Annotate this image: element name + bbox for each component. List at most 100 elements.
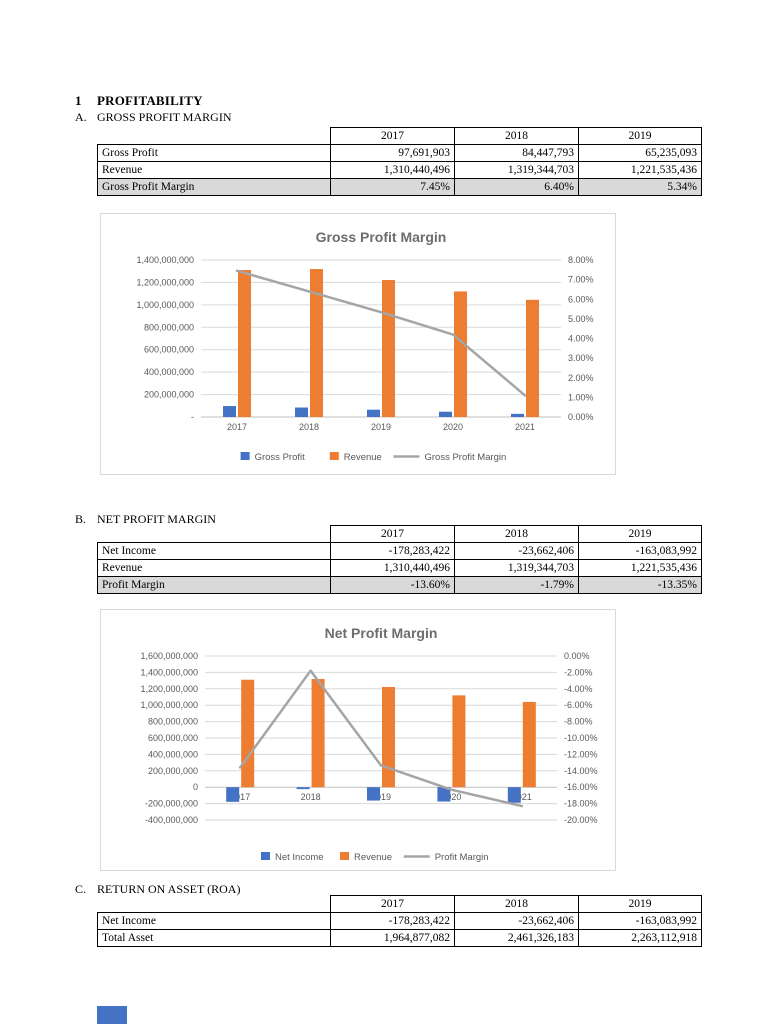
bar-gross-profit (511, 413, 524, 417)
right-axis-tick-label: 0.00% (568, 412, 594, 422)
year-header: 2017 (330, 127, 455, 145)
right-axis-tick-label: 1.00% (568, 392, 594, 402)
net-profit-margin-chart-canvas: -400,000,000 -200,000,000 0 200,000,000 400,… (140, 625, 598, 863)
bar-revenue (382, 687, 395, 788)
table-row-highlight: Profit Margin -13.60% -1.79% -13.35% (97, 576, 702, 594)
left-axis-tick-label: 1,200,000,000 (140, 684, 198, 694)
bar-revenue (241, 679, 255, 788)
year-header: 2018 (454, 127, 579, 145)
cell-value: 1,319,344,703 (454, 161, 579, 179)
cell-value: -23,662,406 (454, 912, 579, 930)
left-axis-tick-label: 400,000,000 (144, 367, 194, 377)
left-axis-tick-label: 600,000,000 (148, 733, 198, 743)
line-profit-margin (238, 669, 524, 808)
right-axis-tick-label: 8.00% (568, 255, 594, 265)
roa-table: 2017 2018 2019 Net Income -178,283,422 -… (97, 895, 702, 947)
right-axis-tick-label: -18.00% (564, 799, 598, 809)
right-axis-tick-label: -14.00% (564, 766, 598, 776)
cell-value: -1.79% (454, 576, 579, 594)
cell-value: -13.35% (578, 576, 702, 594)
left-axis-tick-label: 800,000,000 (144, 322, 194, 332)
left-axis-tick-label: 1,400,000,000 (136, 255, 194, 265)
line-gross-profit-margin (235, 269, 527, 397)
right-axis-tick-label: -16.00% (564, 782, 598, 792)
bar-revenue (382, 280, 395, 417)
bar-revenue (238, 270, 251, 417)
left-axis-tick-label: - (191, 412, 194, 422)
left-axis-tick-label: -200,000,000 (145, 799, 198, 809)
cell-value: -163,083,992 (578, 542, 702, 560)
gross-profit-margin-chart: - 200,000,000 400,000,000 600,000,000 800,00… (100, 213, 616, 475)
empty-corner-cell (98, 128, 331, 145)
left-axis-tick-label: 1,400,000,000 (140, 667, 198, 677)
bar-net-income (296, 787, 310, 790)
cell-value: 5.34% (578, 178, 702, 196)
year-header: 2017 (330, 895, 455, 913)
row-label: Gross Profit Margin (97, 178, 331, 196)
subsection-c-heading: C. RETURN ON ASSET (ROA) (75, 882, 240, 897)
subsection-c-title: RETURN ON ASSET (ROA) (97, 882, 241, 896)
cell-value: -163,083,992 (578, 912, 702, 930)
right-axis-tick-label: -8.00% (564, 717, 593, 727)
bar-revenue (452, 695, 466, 788)
x-axis-category-label: 2020 (441, 792, 461, 802)
subsection-b-heading: B. NET PROFIT MARGIN (75, 512, 216, 527)
cell-value: 1,221,535,436 (578, 161, 702, 179)
legend-label: Revenue (344, 452, 382, 463)
subsection-b-title: NET PROFIT MARGIN (97, 512, 216, 526)
legend-label: Profit Margin (435, 852, 489, 863)
x-axis-category-label: 2020 (443, 422, 463, 432)
section-title: PROFITABILITY (97, 93, 203, 108)
gross-profit-margin-chart-canvas: - 200,000,000 400,000,000 600,000,000 800,00… (136, 229, 594, 463)
right-axis-tick-label: 0.00% (564, 651, 590, 661)
legend-label: Revenue (354, 852, 392, 863)
left-axis-tick-label: 600,000,000 (144, 345, 194, 355)
x-axis-category-label: 2018 (299, 422, 319, 432)
bar-gross-profit (367, 409, 380, 417)
table-header-row: 2017 2018 2019 (98, 525, 702, 543)
partial-chart-bar (97, 1006, 127, 1024)
legend-label: Gross Profit (255, 452, 306, 463)
year-header: 2019 (578, 525, 702, 543)
year-header: 2019 (578, 127, 702, 145)
row-label: Net Income (97, 912, 331, 930)
bar-net-income (367, 787, 380, 801)
chart-title: Gross Profit Margin (316, 229, 447, 245)
cell-value: 1,310,440,496 (330, 161, 455, 179)
right-axis-tick-label: 5.00% (568, 314, 594, 324)
bar-revenue (454, 291, 467, 417)
x-axis-category-label: 2017 (230, 792, 250, 802)
legend-bar-swatch (261, 852, 270, 860)
right-axis-tick-label: 4.00% (568, 334, 594, 344)
net-profit-margin-table: 2017 2018 2019 Net Income -178,283,422 -… (97, 525, 702, 594)
cell-value: -178,283,422 (330, 542, 455, 560)
cell-value: 1,221,535,436 (578, 559, 702, 577)
right-axis-tick-label: 3.00% (568, 353, 594, 363)
left-axis-tick-label: 200,000,000 (148, 766, 198, 776)
subsection-b-label: B. (75, 512, 87, 526)
year-header: 2019 (578, 895, 702, 913)
cell-value: 2,461,326,183 (454, 929, 579, 947)
cell-value: 6.40% (454, 178, 579, 196)
cell-value: 1,319,344,703 (454, 559, 579, 577)
row-label: Gross Profit (97, 144, 331, 162)
left-axis-tick-label: 1,200,000,000 (136, 277, 194, 287)
left-axis-tick-label: 1,600,000,000 (140, 651, 198, 661)
cell-value: 65,235,093 (578, 144, 702, 162)
table-row: Revenue 1,310,440,496 1,319,344,703 1,22… (97, 559, 702, 577)
legend-label: Gross Profit Margin (425, 452, 507, 463)
cell-value: -13.60% (330, 576, 455, 594)
right-axis-tick-label: -12.00% (564, 749, 598, 759)
table-row: Net Income -178,283,422 -23,662,406 -163… (97, 912, 702, 930)
right-axis-tick-label: -4.00% (564, 684, 593, 694)
left-axis-tick-label: 200,000,000 (144, 390, 194, 400)
year-header: 2017 (330, 525, 455, 543)
subsection-a-title: GROSS PROFIT MARGIN (97, 110, 232, 124)
table-header-row: 2017 2018 2019 (98, 127, 702, 145)
section-heading: 1 PROFITABILITY (75, 93, 203, 109)
bar-revenue (522, 701, 536, 788)
cell-value: 1,310,440,496 (330, 559, 455, 577)
left-axis-tick-label: 800,000,000 (148, 717, 198, 727)
cell-value: 1,964,877,082 (330, 929, 455, 947)
